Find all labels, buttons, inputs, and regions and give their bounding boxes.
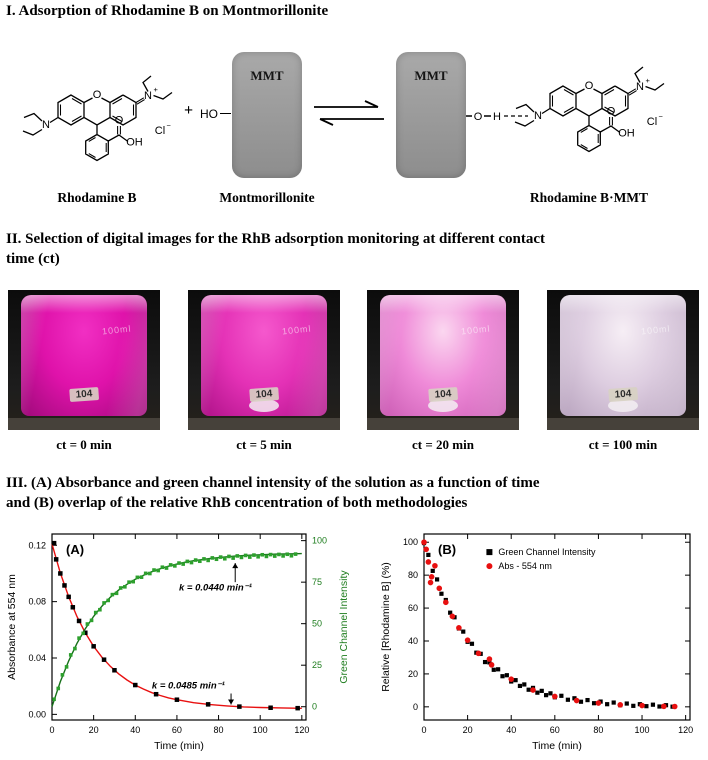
svg-text:80: 80 <box>408 570 418 580</box>
vial-rim <box>380 295 506 313</box>
section-2-heading: II. Selection of digital images for the … <box>6 231 545 267</box>
vial-photo: 100ml 104 <box>188 290 340 430</box>
svg-text:k = 0.0440 min⁻¹: k = 0.0440 min⁻¹ <box>179 582 253 593</box>
equilibrium-arrows-icon <box>314 100 384 126</box>
svg-text:75: 75 <box>312 577 322 587</box>
svg-text:Abs - 554 nm: Abs - 554 nm <box>498 561 552 571</box>
section-3-heading: III. (A) Absorbance and green channel in… <box>6 475 540 511</box>
svg-text:Absorbance at 554 nm: Absorbance at 554 nm <box>6 574 18 680</box>
svg-text:Green Channel Intensity: Green Channel Intensity <box>498 547 596 557</box>
rhodamine-b-label: Rhodamine B <box>57 190 137 205</box>
svg-text:50: 50 <box>312 619 322 629</box>
shelf <box>8 418 160 430</box>
sediment <box>249 399 279 412</box>
vial-solution: 100ml 104 <box>21 295 147 416</box>
svg-text:Relative [Rhodamine B] (%): Relative [Rhodamine B] (%) <box>380 562 392 692</box>
svg-text:80: 80 <box>214 725 224 735</box>
montmorillonite-label: Montmorillonite <box>219 190 315 205</box>
surface-oxygen: O <box>474 111 483 123</box>
svg-text:Time (min): Time (min) <box>532 740 582 752</box>
vial-photo: 100ml 104 <box>547 290 699 430</box>
rhodamine-b-mmt-label: Rhodamine B·MMT <box>529 190 649 205</box>
svg-text:20: 20 <box>89 725 99 735</box>
vial-rim <box>21 295 147 313</box>
vial-sticker: 104 <box>428 387 458 402</box>
contact-time-label: ct = 100 min <box>588 437 658 452</box>
rhodamine-b-mmt-structure <box>514 66 665 153</box>
svg-text:20: 20 <box>463 725 473 735</box>
contact-time-label: ct = 5 min <box>236 437 292 452</box>
vial-solution: 100ml 104 <box>380 295 506 416</box>
svg-text:100: 100 <box>635 725 650 735</box>
svg-text:0: 0 <box>421 725 426 735</box>
svg-text:k = 0.0485 min⁻¹: k = 0.0485 min⁻¹ <box>152 680 226 691</box>
svg-text:0.12: 0.12 <box>28 540 46 550</box>
svg-text:Time (min): Time (min) <box>154 740 204 752</box>
svg-text:60: 60 <box>408 603 418 613</box>
svg-text:0: 0 <box>49 725 54 735</box>
svg-text:100: 100 <box>403 537 418 547</box>
svg-text:(A): (A) <box>66 542 84 557</box>
ho-bond <box>220 113 231 114</box>
svg-text:100: 100 <box>253 725 268 735</box>
vial-sticker: 104 <box>69 387 99 402</box>
mmt-label: MMT <box>414 68 448 83</box>
contact-time-label: ct = 0 min <box>56 437 112 452</box>
photo-panel-ct20: 100ml 104 ct = 20 min <box>367 290 519 458</box>
svg-text:0.08: 0.08 <box>28 597 46 607</box>
svg-text:0: 0 <box>413 702 418 712</box>
vial-solution: 100ml 104 <box>201 295 327 416</box>
vial-rim <box>560 295 686 313</box>
sediment <box>428 399 458 412</box>
svg-text:120: 120 <box>678 725 693 735</box>
svg-text:100: 100 <box>312 536 327 546</box>
photo-panel-ct5: 100ml 104 ct = 5 min <box>188 290 340 458</box>
shelf <box>547 418 699 430</box>
svg-text:0.00: 0.00 <box>28 709 46 719</box>
vial-photo: 100ml 104 <box>367 290 519 430</box>
sediment <box>608 399 638 412</box>
svg-text:120: 120 <box>294 725 309 735</box>
shelf <box>367 418 519 430</box>
svg-text:80: 80 <box>593 725 603 735</box>
svg-text:40: 40 <box>408 636 418 646</box>
svg-text:20: 20 <box>408 669 418 679</box>
vial-sticker: 104 <box>608 387 638 402</box>
mmt-block-reactant: MMT <box>232 52 302 178</box>
svg-text:0: 0 <box>312 702 317 712</box>
chart-a-absorbance-green-channel: 0 20 40 60 80 100 120 Time (min) 0.00 0.04 0.08 0.1… <box>2 522 354 756</box>
oh-hydrogen-bond-linker: O H <box>466 111 528 123</box>
ho-group: HO <box>200 107 218 121</box>
vial-sticker: 104 <box>249 387 279 402</box>
shelf <box>188 418 340 430</box>
svg-text:40: 40 <box>130 725 140 735</box>
svg-text:25: 25 <box>312 660 322 670</box>
vial-photo: 100ml 104 <box>8 290 160 430</box>
vial-rim <box>201 295 327 313</box>
surface-hydrogen: H <box>493 111 501 123</box>
svg-text:0.04: 0.04 <box>28 653 46 663</box>
chart-b-relative-concentration: 0 20 40 60 80 100 120 Time (min) 0 20 40 60 80 100 Rel… <box>376 522 704 756</box>
svg-text:Green Channel Intensity: Green Channel Intensity <box>338 570 350 684</box>
mmt-label: MMT <box>250 68 284 83</box>
photo-panel-ct0: 100ml 104 ct = 0 min <box>8 290 160 458</box>
svg-text:(B): (B) <box>438 542 456 557</box>
mmt-block-product: MMT <box>396 52 466 178</box>
vial-solution: 100ml 104 <box>560 295 686 416</box>
photo-panel-ct100: 100ml 104 ct = 100 min <box>547 290 699 458</box>
svg-text:40: 40 <box>506 725 516 735</box>
svg-text:60: 60 <box>550 725 560 735</box>
rhodamine-b-structure <box>22 75 173 162</box>
svg-text:60: 60 <box>172 725 182 735</box>
plus-sign: + <box>184 102 194 119</box>
contact-time-label: ct = 20 min <box>412 437 474 452</box>
section-1-heading: I. Adsorption of Rhodamine B on Montmori… <box>6 3 329 19</box>
